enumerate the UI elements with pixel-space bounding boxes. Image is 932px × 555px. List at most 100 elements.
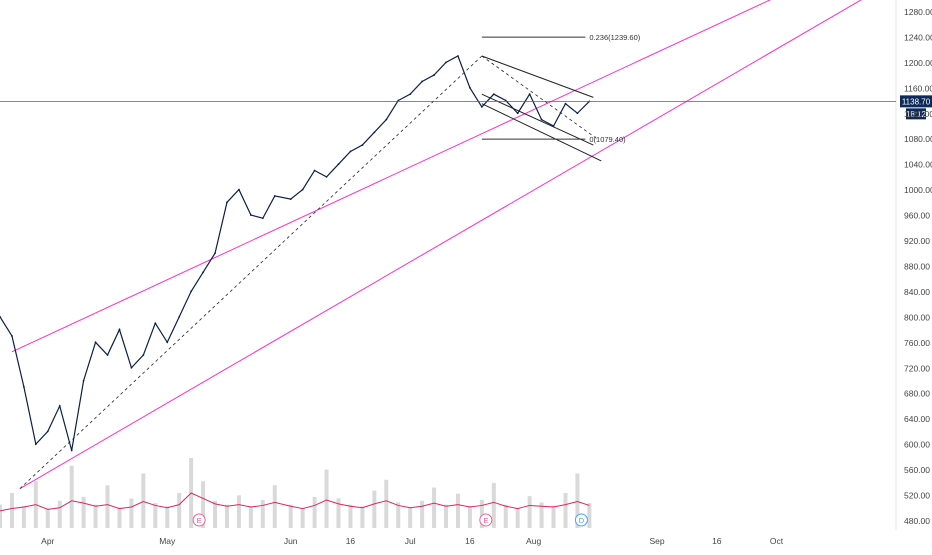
price-point[interactable] xyxy=(492,93,495,96)
x-tick-label: Jul xyxy=(405,536,416,546)
price-point[interactable] xyxy=(576,112,579,115)
volume-bar xyxy=(527,496,532,528)
price-point[interactable] xyxy=(433,74,435,76)
channel-line[interactable] xyxy=(11,0,773,353)
price-point[interactable] xyxy=(166,341,169,344)
price-point[interactable] xyxy=(130,366,133,369)
price-point[interactable] xyxy=(142,354,145,356)
price-point[interactable] xyxy=(361,144,364,146)
y-tick-label: 1240.00 xyxy=(904,32,932,42)
price-point[interactable] xyxy=(46,430,49,433)
price-point[interactable] xyxy=(457,55,459,57)
x-tick-label: 16 xyxy=(465,536,475,546)
price-point[interactable] xyxy=(349,150,352,153)
volume-bar xyxy=(288,504,293,528)
x-tick-label: Sep xyxy=(650,536,665,546)
price-point[interactable] xyxy=(58,405,61,407)
price-point[interactable] xyxy=(82,379,85,382)
price-point[interactable] xyxy=(445,61,447,64)
price-point[interactable] xyxy=(301,188,304,191)
price-point[interactable] xyxy=(154,322,157,325)
wedge-line[interactable] xyxy=(481,93,594,146)
price-point[interactable] xyxy=(118,328,121,331)
price-point[interactable] xyxy=(409,93,412,96)
price-point[interactable] xyxy=(273,195,276,197)
price-point[interactable] xyxy=(214,252,216,255)
trend-channel[interactable] xyxy=(11,0,896,490)
price-point[interactable] xyxy=(202,271,204,274)
price-point[interactable] xyxy=(480,105,483,108)
price-point[interactable] xyxy=(70,449,73,452)
price-point[interactable] xyxy=(226,201,228,204)
earnings-marker[interactable] xyxy=(479,513,493,527)
price-point[interactable] xyxy=(373,131,376,134)
price-point[interactable] xyxy=(564,102,567,105)
price-axis[interactable]: 480.00 520.00 560.00 600.00 640.00 680.00 720.… xyxy=(904,7,932,526)
price-point[interactable] xyxy=(0,315,1,318)
fibonacci-levels[interactable]: 0.236(1239.60) 0(1079.40) xyxy=(481,33,641,144)
x-tick-label: Apr xyxy=(41,536,54,546)
volume-bar xyxy=(444,504,449,528)
price-point[interactable] xyxy=(289,198,292,201)
countdown-label: 18:12 xyxy=(906,110,927,119)
price-point[interactable] xyxy=(313,169,316,172)
price-point[interactable] xyxy=(11,335,13,337)
price-point[interactable] xyxy=(385,118,388,121)
price-point[interactable] xyxy=(94,341,97,344)
volume-bar xyxy=(455,493,460,528)
price-point[interactable] xyxy=(516,112,519,115)
wedge-pattern[interactable] xyxy=(19,55,602,489)
volume-bar xyxy=(300,508,305,528)
volume-bar xyxy=(236,495,241,528)
price-point[interactable] xyxy=(261,217,264,220)
price-point[interactable] xyxy=(552,125,555,127)
volume-bar xyxy=(248,506,253,528)
x-tick-label: May xyxy=(159,536,176,546)
volume-bar xyxy=(213,500,218,528)
volume-bar xyxy=(551,505,556,528)
volume-bar xyxy=(384,479,389,528)
volume-bar xyxy=(21,506,26,528)
price-point[interactable] xyxy=(190,290,193,293)
time-axis[interactable]: Apr May Jun 16 Jul 16 Aug Sep 16 Oct xyxy=(41,536,784,546)
volume-bar xyxy=(491,482,496,528)
price-point[interactable] xyxy=(238,188,240,191)
price-point[interactable] xyxy=(106,354,109,356)
price-point[interactable] xyxy=(249,214,252,216)
price-point[interactable] xyxy=(528,93,531,96)
countdown-badge xyxy=(906,108,926,120)
volume-bar xyxy=(165,506,170,528)
volume-bar xyxy=(348,504,353,528)
volume-layer xyxy=(0,458,592,528)
price-point[interactable] xyxy=(178,315,181,318)
channel-line[interactable] xyxy=(19,0,896,490)
wedge-line[interactable] xyxy=(481,103,602,162)
wedge-line[interactable] xyxy=(481,55,594,98)
price-point[interactable] xyxy=(469,86,471,89)
price-point[interactable] xyxy=(337,163,340,166)
price-line[interactable] xyxy=(0,55,590,451)
y-tick-label: 680.00 xyxy=(904,389,930,399)
price-point[interactable] xyxy=(34,443,37,446)
volume-bar xyxy=(587,503,592,528)
volume-bar xyxy=(69,465,74,528)
y-tick-label: 1000.00 xyxy=(904,185,932,195)
price-point[interactable] xyxy=(22,385,25,388)
y-tick-label: 720.00 xyxy=(904,363,930,373)
price-point[interactable] xyxy=(325,175,328,178)
volume-bar xyxy=(336,498,341,528)
price-point[interactable] xyxy=(421,80,424,83)
y-tick-label: 920.00 xyxy=(904,236,930,246)
event-marker-label: E xyxy=(483,516,488,525)
event-marker-label: D xyxy=(579,516,585,525)
volume-average-line xyxy=(0,492,590,512)
earnings-marker[interactable] xyxy=(192,513,206,527)
dividend-marker[interactable] xyxy=(574,513,588,527)
volume-bar xyxy=(57,500,62,528)
volume-bar xyxy=(575,473,580,528)
price-point[interactable] xyxy=(540,118,543,121)
volume-bar xyxy=(396,502,401,528)
